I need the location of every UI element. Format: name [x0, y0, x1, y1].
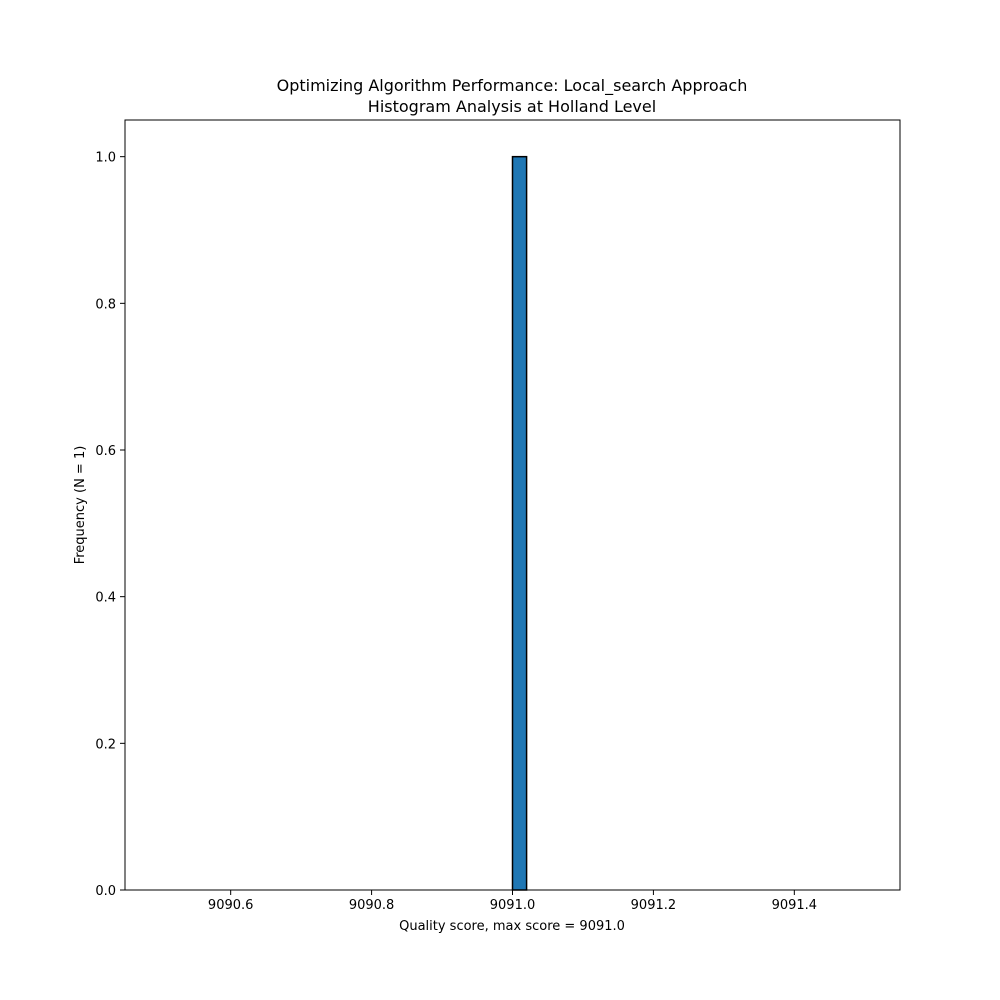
x-axis-label: Quality score, max score = 9091.0 — [399, 919, 625, 934]
y-axis-label: Frequency (N = 1) — [73, 446, 88, 565]
plot-frame — [124, 119, 901, 891]
x-tick-label: 9090.8 — [349, 898, 395, 913]
y-tick-label: 0.2 — [95, 737, 116, 752]
y-tick-label: 1.0 — [95, 151, 116, 166]
bars-layer — [511, 155, 528, 891]
y-tick-label: 0.0 — [95, 884, 116, 899]
x-tick-label: 9091.2 — [631, 898, 677, 913]
x-tick-label: 9091.0 — [490, 898, 536, 913]
x-tick-label: 9091.4 — [772, 898, 818, 913]
x-tick-label: 9090.6 — [208, 898, 254, 913]
ticks-layer: 9090.6 9090.8 9091.0 9091.2 9091.4 0.0 0.2 0.4 0… — [95, 151, 817, 913]
histogram-bar — [511, 155, 528, 891]
y-tick-label: 0.6 — [95, 444, 116, 459]
y-tick-label: 0.4 — [95, 591, 116, 606]
y-tick-label: 0.8 — [95, 297, 116, 312]
chart-title: Optimizing Algorithm Performance: Local_… — [277, 76, 748, 96]
chart-subtitle: Histogram Analysis at Holland Level — [368, 97, 656, 116]
